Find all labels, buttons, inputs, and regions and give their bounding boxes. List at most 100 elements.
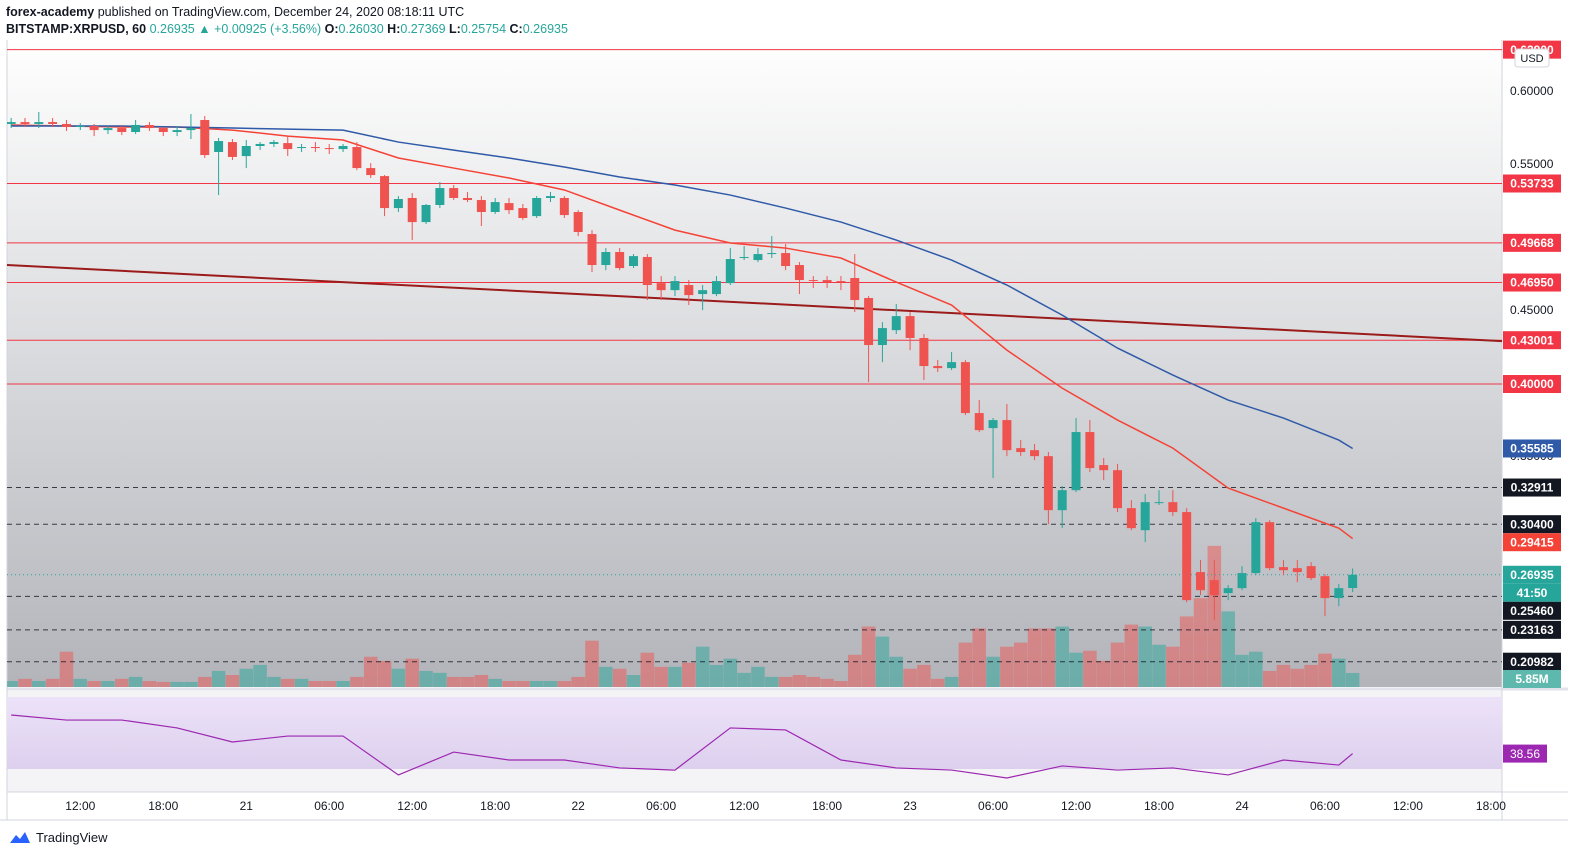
candle-body [1237,573,1247,589]
candle-body [117,128,127,132]
candle-body [684,285,694,296]
volume-bar [1332,658,1346,687]
h: 0.27369 [400,22,446,36]
volume-bar [820,678,834,687]
volume-bar [792,675,807,687]
candle-body [933,366,943,369]
volume-bar [806,676,821,687]
candle-body [241,146,251,157]
volume-bar [32,681,46,687]
volume-bar [1290,668,1305,687]
candle-body [34,122,44,124]
o: 0.26030 [338,22,384,36]
countdown-label: 41:50 [1517,586,1548,600]
x-tick-label: 23 [903,799,917,813]
header-line: forex-academy published on TradingView.c… [6,4,568,21]
x-tick-label: 12:00 [397,799,427,813]
volume-bar [682,662,696,687]
level-label-bg [1503,233,1561,252]
candle-body [20,122,30,124]
volume-bar [557,681,572,687]
volume-bar [225,675,240,687]
price: 0.26935 [149,22,195,36]
candle-body [1140,502,1150,531]
candle-body [711,281,721,295]
volume-bar [7,681,18,687]
x-tick-label: 18:00 [148,799,178,813]
volume-bar [543,681,558,687]
candle-body [656,283,666,291]
candle-body [1320,576,1330,599]
level-label: 0.46950 [1510,276,1554,290]
candle-body [1043,456,1053,511]
volume-bar [18,678,32,687]
volume-bar [419,670,433,687]
x-tick-label: 12:00 [1393,799,1423,813]
volume-bar [1013,642,1028,687]
volume-bar [1166,646,1180,687]
volume-bar [1193,598,1208,687]
volume-bar [350,676,364,687]
x-tick-label: 18:00 [1476,799,1506,813]
volume-bar [1124,624,1139,687]
volume-bar [917,664,931,687]
countdown-label-bg [1503,583,1561,602]
candle-body [559,197,569,216]
x-tick-label: 18:00 [480,799,510,813]
candle-body [214,141,224,152]
moving-average [11,125,1354,450]
level-label: 0.25460 [1510,604,1554,618]
l: 0.25754 [460,22,507,36]
volume-bar [765,676,779,687]
candle-body [366,168,376,176]
volume-bar [861,626,876,687]
level-label: 0.43001 [1510,333,1554,347]
volume-bar [1304,664,1318,687]
level-label-bg [1503,375,1561,394]
volume-bar [239,668,254,687]
candle-body [131,124,141,132]
volume-bar [778,676,793,687]
rsi-label-bg [1503,744,1547,763]
x-tick-label: 21 [240,799,254,813]
candle-body [1278,567,1288,571]
volume-bar [170,681,184,687]
level-label: 0.30400 [1510,517,1554,531]
price-pane [7,40,1502,687]
volume-bar [73,678,88,687]
candle-body [947,362,957,369]
volume-bar [267,676,281,687]
candle-body [227,142,237,157]
volume-bar [1110,642,1125,687]
y-tick-label: 0.45000 [1510,303,1554,317]
rsi-band [7,697,1502,769]
candle-body [421,204,431,223]
candle-body [1057,490,1067,511]
footer: TradingView [8,829,108,845]
volume-bar [1055,626,1069,687]
x-tick-label: 12:00 [1061,799,1091,813]
volume-bar [197,676,212,687]
x-tick-label: 24 [1235,799,1249,813]
volume-bar [612,668,627,687]
volume-bar [1276,664,1291,687]
volume-bar [1000,646,1014,687]
candle-body [1099,465,1109,471]
candle-body [1016,448,1026,453]
volume-bar [626,675,641,687]
volume-bar [668,666,682,687]
candle-body [532,197,542,217]
candle-body [864,298,874,346]
volume-bar [1262,670,1277,687]
o-label: O: [324,22,339,36]
volume-bar [903,668,917,687]
candle-body [407,197,417,223]
x-tick-label: 06:00 [314,799,344,813]
candle-body [103,128,113,131]
volume-bar [1318,653,1332,687]
currency-badge [1514,48,1550,68]
moving-average [11,124,1354,540]
candle-body [670,281,680,291]
symbol: BITSTAMP:XRPUSD, 60 [6,22,147,36]
